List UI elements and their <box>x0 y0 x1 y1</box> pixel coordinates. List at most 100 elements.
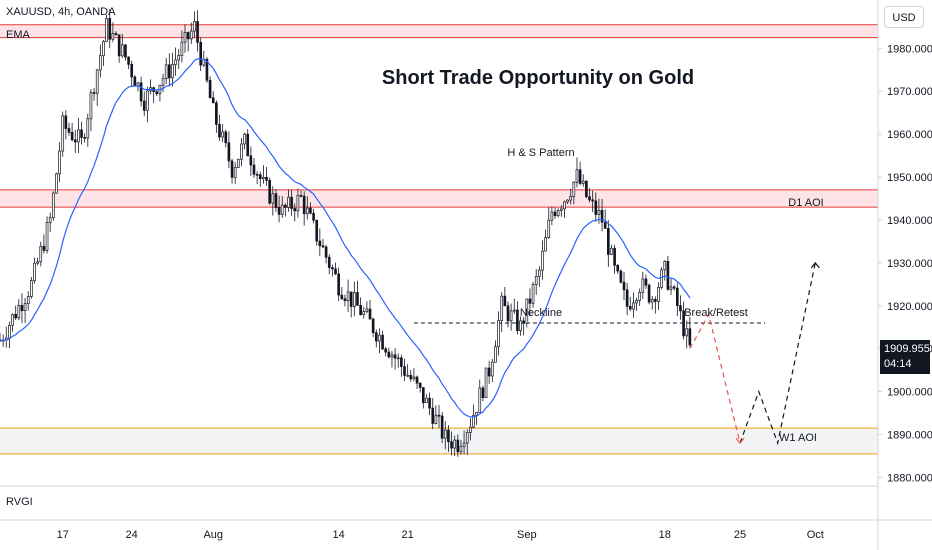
candle-body <box>30 280 33 297</box>
candle-body <box>293 208 297 212</box>
candle-body <box>525 298 529 324</box>
candle-body <box>550 211 554 221</box>
candle-body <box>679 305 682 312</box>
candle-body <box>547 219 551 238</box>
candle-body <box>509 310 513 322</box>
candle-body <box>309 207 312 214</box>
candle-body <box>371 318 375 334</box>
candle-body <box>11 314 14 326</box>
candle-body <box>139 82 143 102</box>
candle-body <box>406 374 409 377</box>
candle-body <box>318 240 322 247</box>
zones <box>0 24 878 455</box>
candle-body <box>381 334 384 350</box>
candle-body <box>155 91 159 95</box>
candle-body <box>443 429 447 439</box>
candle-body <box>331 267 334 270</box>
candle-body <box>77 129 80 143</box>
candle-body <box>193 21 196 32</box>
candle-body <box>472 414 475 428</box>
candle-body <box>465 432 469 444</box>
candle-body <box>161 78 165 86</box>
candle-body <box>607 228 610 255</box>
candle-body <box>315 219 319 242</box>
candle-body <box>48 217 52 223</box>
candle-body <box>459 446 463 453</box>
candle-body <box>305 207 309 215</box>
candle-body <box>349 291 353 307</box>
candle-body <box>274 193 278 208</box>
candle-body <box>657 287 660 302</box>
candle-body <box>531 284 535 304</box>
candle-body <box>186 32 190 40</box>
projection-up <box>739 262 816 446</box>
annotation-hs: H & S Pattern <box>507 147 574 159</box>
candle-body <box>356 292 359 306</box>
candle-body <box>102 41 105 57</box>
candle-body <box>494 346 497 363</box>
projection-down-arrowhead <box>735 437 745 445</box>
candle-body <box>378 334 381 342</box>
candle-body <box>503 295 507 307</box>
candle-body <box>384 348 388 353</box>
candle-body <box>36 261 39 264</box>
x-tick-label: Oct <box>807 529 824 541</box>
candle-body <box>246 133 250 157</box>
candle-body <box>271 193 275 204</box>
rvgi-indicator-label[interactable]: RVGI <box>6 496 33 508</box>
annotation-w1-aoi: W1 AOI <box>779 432 817 444</box>
candle-body <box>280 204 284 215</box>
candle-body <box>312 212 315 221</box>
x-tick-label: 25 <box>734 529 746 541</box>
zone-d1-aoi <box>0 189 878 208</box>
candle-body <box>553 211 557 217</box>
candle-body <box>628 306 632 310</box>
candle-body <box>130 63 134 78</box>
y-tick-label: 1920.000 <box>887 301 932 313</box>
candle-body <box>177 55 181 61</box>
y-tick-label: 1970.000 <box>887 86 932 98</box>
candle-body <box>447 429 450 443</box>
candle-body <box>569 196 573 201</box>
candle-body <box>534 276 538 285</box>
candle-body <box>340 294 344 300</box>
candle-body <box>462 442 466 447</box>
candle-body <box>654 299 657 302</box>
x-tick-label: 14 <box>333 529 345 541</box>
candle-body <box>415 376 419 384</box>
candle-body <box>174 59 177 65</box>
candle-body <box>89 92 93 120</box>
candle-body <box>632 302 635 310</box>
candle-body <box>196 21 199 43</box>
candle-body <box>685 328 689 337</box>
currency-button[interactable]: USD <box>884 6 924 28</box>
candle-body <box>421 387 425 404</box>
symbol-header[interactable]: XAUUSD, 4h, OANDA <box>6 6 116 18</box>
candle-body <box>647 284 651 303</box>
candle-body <box>26 296 30 304</box>
candle-body <box>688 328 692 346</box>
candle-body <box>619 270 623 283</box>
ema-indicator-label[interactable]: EMA <box>6 29 30 41</box>
candle-body <box>277 207 281 215</box>
x-tick-label: 17 <box>57 529 69 541</box>
candle-body <box>249 155 253 166</box>
candle-body <box>127 56 130 65</box>
candle-body <box>208 79 212 99</box>
y-tick-label: 1950.000 <box>887 172 932 184</box>
candle-body <box>644 278 648 286</box>
candle-body <box>588 196 591 201</box>
candle-body <box>236 158 240 168</box>
candle-body <box>566 199 569 203</box>
candle-body <box>440 415 444 439</box>
candle-body <box>105 18 108 42</box>
annotation-d1-aoi: D1 AOI <box>788 197 823 209</box>
candle-body <box>353 292 356 307</box>
candle-body <box>412 376 416 380</box>
candle-body <box>359 305 362 316</box>
candle-body <box>365 308 369 312</box>
candle-body <box>578 169 582 184</box>
candle-body <box>114 33 118 36</box>
candle-body <box>133 76 137 87</box>
